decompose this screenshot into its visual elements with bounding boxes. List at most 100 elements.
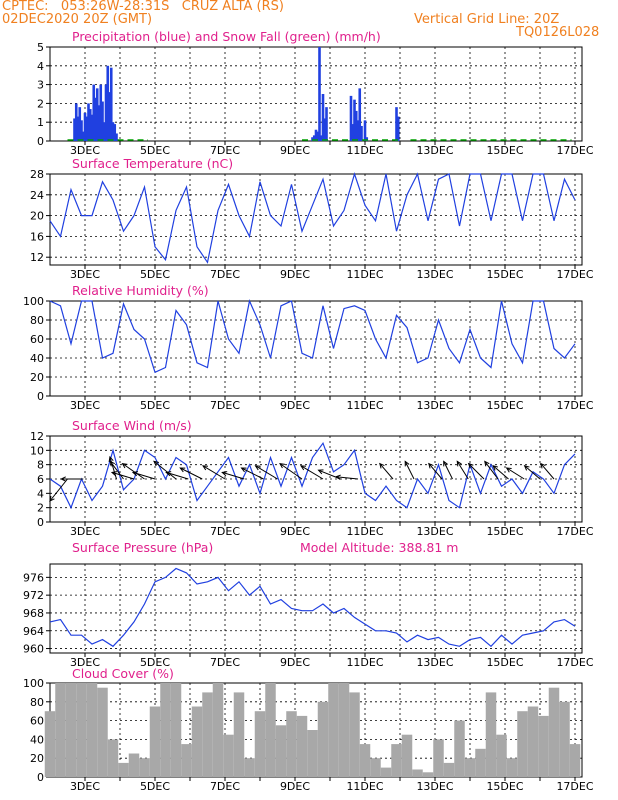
precip-bar — [356, 120, 360, 141]
cloud-bar — [328, 683, 339, 777]
cloud-bar — [485, 692, 497, 777]
wind-arrow — [132, 471, 156, 480]
cloud-bar — [233, 692, 245, 777]
wind-arrow — [443, 461, 453, 480]
precip-bar — [365, 137, 369, 141]
precip-bar — [311, 137, 314, 141]
cloud-bar — [548, 687, 560, 777]
wind-arrow-head — [109, 460, 115, 467]
cloud-bar — [412, 769, 423, 777]
panel-annotation-4: Model Altitude: 388.81 m — [300, 540, 458, 555]
precip-bar — [81, 131, 85, 141]
cloud-bar — [559, 701, 570, 777]
precip-bar — [95, 88, 99, 141]
y-tick-label: 24 — [30, 189, 44, 202]
wind-arrow-head — [240, 467, 247, 473]
wind-arrow — [111, 471, 135, 480]
x-tick-label: 11DEC — [346, 656, 383, 669]
cloud-bar — [454, 720, 465, 777]
cloud-bar — [223, 734, 234, 777]
cloud-bar — [317, 701, 329, 777]
x-tick-label: 3DEC — [70, 525, 100, 538]
series-line-4 — [49, 567, 576, 648]
y-tick-label: 8 — [37, 459, 44, 472]
y-tick-label: 5 — [37, 41, 44, 54]
x-tick-label: 17DEC — [556, 656, 593, 669]
y-tick-label: 16 — [30, 230, 44, 243]
panel-title-2: Relative Humidity (%) — [72, 283, 209, 298]
wind-arrow-head — [254, 465, 261, 471]
cloud-bar — [359, 744, 371, 777]
wind-arrow — [153, 461, 177, 480]
wind-arrow-head — [484, 460, 490, 467]
wind-arrow-head — [505, 467, 512, 473]
y-tick-label: 0 — [37, 771, 44, 784]
cloud-bar — [181, 744, 192, 777]
precip-bar — [101, 101, 104, 141]
cloud-bar — [527, 706, 539, 777]
series-line-2 — [49, 299, 576, 374]
precip-bar — [360, 125, 363, 141]
cloud-bar — [128, 753, 140, 777]
y-tick-label: 80 — [30, 314, 44, 327]
x-tick-label: 15DEC — [486, 399, 523, 412]
wind-arrow-head — [165, 471, 172, 477]
y-tick-label: 60 — [30, 333, 44, 346]
x-tick-label: 17DEC — [556, 525, 593, 538]
y-tick-label: 40 — [30, 733, 44, 746]
x-tick-label: 13DEC — [416, 780, 453, 793]
wind-arrow-head — [108, 455, 114, 463]
x-tick-label: 5DEC — [140, 268, 170, 281]
y-tick-label: 968 — [23, 607, 44, 620]
x-tick-label: 9DEC — [280, 780, 310, 793]
x-tick-label: 11DEC — [346, 525, 383, 538]
wind-arrow — [255, 465, 278, 480]
panel-title-5: Cloud Cover (%) — [72, 666, 174, 681]
precip-bar — [74, 103, 78, 141]
precip-bar — [351, 124, 355, 141]
run-date: 02DEC2020 20Z (GMT) — [2, 12, 153, 27]
wind-arrow — [49, 478, 68, 502]
cloud-bar — [139, 758, 150, 777]
y-tick-label: 0 — [37, 135, 44, 148]
x-tick-label: 3DEC — [70, 144, 100, 157]
precip-bar — [85, 116, 89, 141]
cloud-bar — [496, 734, 507, 777]
precip-bar — [106, 65, 110, 141]
cloud-bar — [506, 758, 518, 777]
panel-title-0: Precipitation (blue) and Snow Fall (gree… — [72, 29, 381, 44]
wind-arrow — [202, 465, 226, 480]
grid-note: Vertical Grid Line: 20Z — [414, 12, 560, 27]
wind-arrow — [335, 476, 359, 480]
cloud-bar — [244, 758, 255, 777]
x-tick-label: 7DEC — [210, 525, 240, 538]
wind-arrow-head — [279, 462, 286, 469]
wind-arrow-head — [428, 462, 434, 469]
precip-bar — [314, 129, 318, 141]
panel-frame-0 — [49, 46, 583, 142]
x-tick-label: 7DEC — [210, 268, 240, 281]
precip-bar — [312, 135, 316, 141]
x-tick-label: 3DEC — [70, 656, 100, 669]
x-tick-label: 15DEC — [486, 780, 523, 793]
panel-title-1: Surface Temperature (nC) — [72, 156, 233, 171]
precip-bar — [108, 92, 111, 141]
y-tick-label: 972 — [23, 589, 44, 602]
series-line-1 — [49, 171, 576, 264]
y-tick-label: 2 — [37, 97, 44, 110]
y-tick-label: 28 — [30, 168, 44, 181]
cloud-bar — [275, 725, 287, 777]
y-tick-label: 10 — [30, 444, 44, 457]
precip-bar — [349, 95, 353, 141]
wind-arrow — [279, 463, 303, 480]
x-tick-label: 17DEC — [556, 780, 593, 793]
y-tick-label: 3 — [37, 79, 44, 92]
x-tick-label: 13DEC — [416, 399, 453, 412]
wind-arrow — [456, 461, 469, 480]
series-line-3 — [49, 441, 576, 510]
x-tick-label: 5DEC — [140, 399, 170, 412]
x-tick-label: 3DEC — [70, 399, 100, 412]
x-tick-label: 9DEC — [280, 268, 310, 281]
cloud-bar — [44, 711, 56, 777]
